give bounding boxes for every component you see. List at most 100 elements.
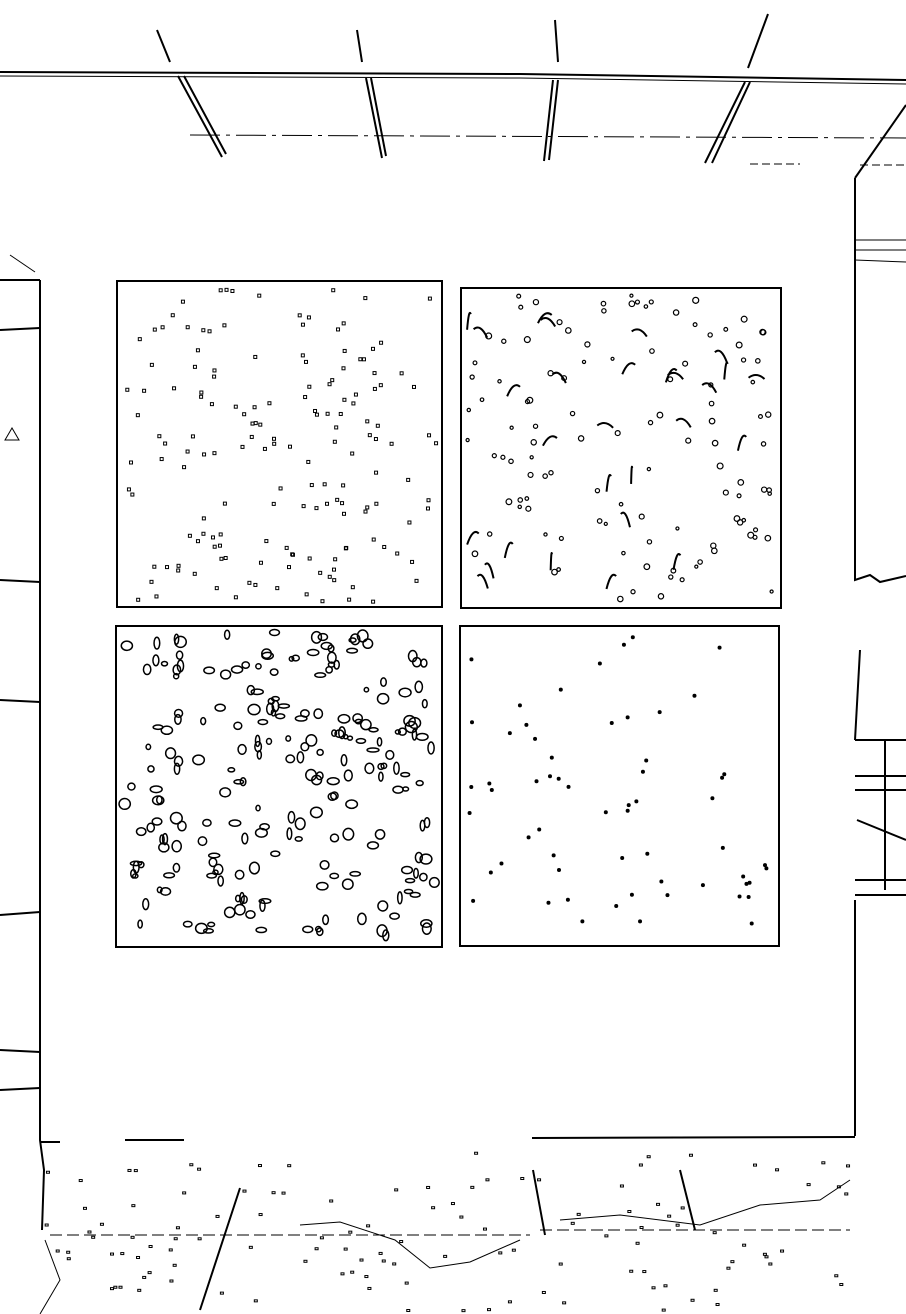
beam [543, 79, 559, 162]
texture-speck [469, 657, 474, 662]
texture-speck [148, 1245, 153, 1249]
texture-speck [277, 703, 291, 709]
texture-speck [597, 661, 602, 666]
texture-speck [507, 1300, 512, 1304]
texture-speck [423, 816, 431, 829]
texture-speck [78, 1179, 83, 1183]
texture-speck [187, 533, 192, 538]
texture-speck [629, 293, 634, 298]
texture-speck [372, 386, 377, 391]
texture-speck [364, 1275, 369, 1279]
texture-speck [189, 1163, 194, 1167]
texture-speck [410, 559, 415, 564]
texture-speck [255, 663, 262, 670]
texture-speck [470, 720, 475, 725]
texture-speck [182, 465, 187, 470]
texture-speck [370, 346, 375, 351]
texture-speck [160, 725, 174, 736]
texture-speck [346, 735, 354, 741]
texture-speck [309, 483, 314, 488]
texture-speck [420, 658, 428, 668]
texture-speck [373, 437, 378, 442]
texture-speck [250, 421, 255, 426]
texture-speck [257, 1164, 262, 1168]
ceiling-detail [750, 163, 906, 166]
texture-speck [516, 293, 522, 299]
texture-speck [159, 457, 164, 462]
texture-speck [558, 535, 564, 541]
texture-speck [314, 672, 327, 679]
texture-speck [288, 655, 295, 662]
texture-speck [195, 348, 200, 353]
texture-speck [379, 340, 384, 345]
texture-speck [667, 1214, 672, 1218]
texture-speck [466, 311, 472, 330]
texture-speck [320, 641, 333, 651]
texture-speck [264, 539, 269, 544]
texture-speck [382, 929, 390, 942]
texture-speck [254, 827, 269, 838]
texture-speck [723, 326, 729, 332]
texture-speck [508, 458, 514, 465]
texture-speck [421, 698, 428, 709]
texture-speck [670, 567, 677, 574]
texture-speck [663, 1284, 668, 1288]
texture-speck [180, 299, 185, 304]
texture-speck [215, 1214, 220, 1218]
texture-speck [223, 555, 228, 560]
texture-speck [182, 920, 193, 928]
texture-speck [303, 395, 308, 400]
texture-speck [764, 866, 769, 871]
texture-speck [524, 722, 529, 727]
texture-speck [234, 869, 245, 880]
texture-speck [375, 423, 380, 428]
texture-speck [621, 642, 626, 647]
texture-speck [329, 1199, 334, 1203]
texture-speck [742, 1243, 747, 1247]
texture-speck [374, 501, 379, 506]
texture-speck [170, 313, 175, 318]
texture-speck [487, 1308, 492, 1312]
texture-speck [419, 918, 433, 928]
texture-speck [257, 293, 262, 298]
texture-speck [409, 891, 421, 898]
texture-speck [202, 927, 214, 934]
texture-speck [541, 1290, 546, 1294]
texture-speck [556, 567, 562, 572]
texture-speck [604, 1234, 609, 1238]
texture-speck [675, 526, 680, 531]
texture-speck [171, 839, 183, 853]
texture-speck [600, 300, 607, 307]
texture-speck [584, 341, 591, 348]
texture-speck [306, 315, 311, 320]
texture-speck [647, 419, 654, 426]
texture-speck [213, 863, 224, 876]
texture-speck [472, 326, 489, 339]
texture-speck [740, 357, 747, 363]
texture-speck [472, 360, 478, 366]
texture-speck [199, 716, 207, 726]
texture-speck [342, 348, 347, 353]
texture-speck [281, 1191, 286, 1195]
texture-speck [237, 743, 247, 755]
texture-speck [470, 1185, 475, 1189]
texture-speck [394, 729, 402, 735]
texture-speck [379, 677, 388, 688]
texture-speck [252, 405, 257, 410]
texture-speck [646, 1155, 651, 1159]
texture-speck [152, 654, 160, 667]
texture-speck [146, 822, 156, 833]
texture-speck [529, 455, 534, 460]
ceiling [0, 13, 906, 179]
texture-speck [270, 850, 281, 858]
texture-speck [224, 287, 229, 292]
texture-speck [395, 551, 400, 556]
texture-speck [549, 552, 553, 571]
texture-speck [287, 810, 296, 824]
texture-speck [620, 855, 625, 860]
texture-speck [233, 903, 246, 916]
texture-speck [656, 1202, 661, 1206]
texture-speck [414, 578, 419, 583]
texture-speck [394, 1188, 399, 1192]
texture-speck [349, 633, 361, 646]
